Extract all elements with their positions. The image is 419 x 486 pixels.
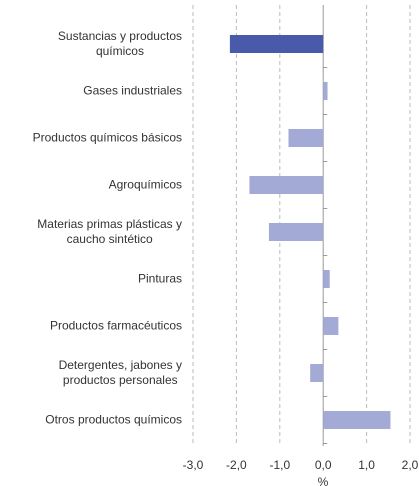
y-tick-label: Gases industriales — [83, 83, 182, 98]
bar — [249, 176, 324, 194]
y-tick-label: Materias primas plásticas y caucho sinté… — [37, 217, 182, 246]
x-tick-label: 1,0 — [358, 458, 375, 472]
bar — [323, 270, 330, 288]
x-tick-label: -1,0 — [269, 458, 291, 472]
bar — [268, 223, 324, 241]
y-tick-label: Productos químicos básicos — [32, 130, 182, 145]
y-tick-label: Sustancias y productos químicos — [57, 29, 182, 58]
bar — [288, 129, 324, 147]
y-tick-label: Otros productos químicos — [45, 412, 182, 427]
x-axis-label: % — [317, 475, 329, 486]
bar — [323, 317, 339, 335]
bar — [323, 411, 391, 429]
x-tick-label: 0,0 — [314, 458, 332, 472]
y-tick-label: Agroquímicos — [108, 177, 182, 192]
bar — [323, 82, 328, 100]
y-tick-label: Detergentes, jabones y productos persona… — [58, 358, 182, 387]
x-tick-label: 2,0 — [401, 458, 419, 472]
y-tick-label: Productos farmacéuticos — [49, 318, 182, 333]
bar — [229, 35, 324, 53]
y-tick-label: Pinturas — [137, 271, 182, 286]
x-tick-label: -3,0 — [182, 458, 204, 472]
x-tick-label: -2,0 — [226, 458, 247, 472]
bar — [310, 364, 324, 382]
